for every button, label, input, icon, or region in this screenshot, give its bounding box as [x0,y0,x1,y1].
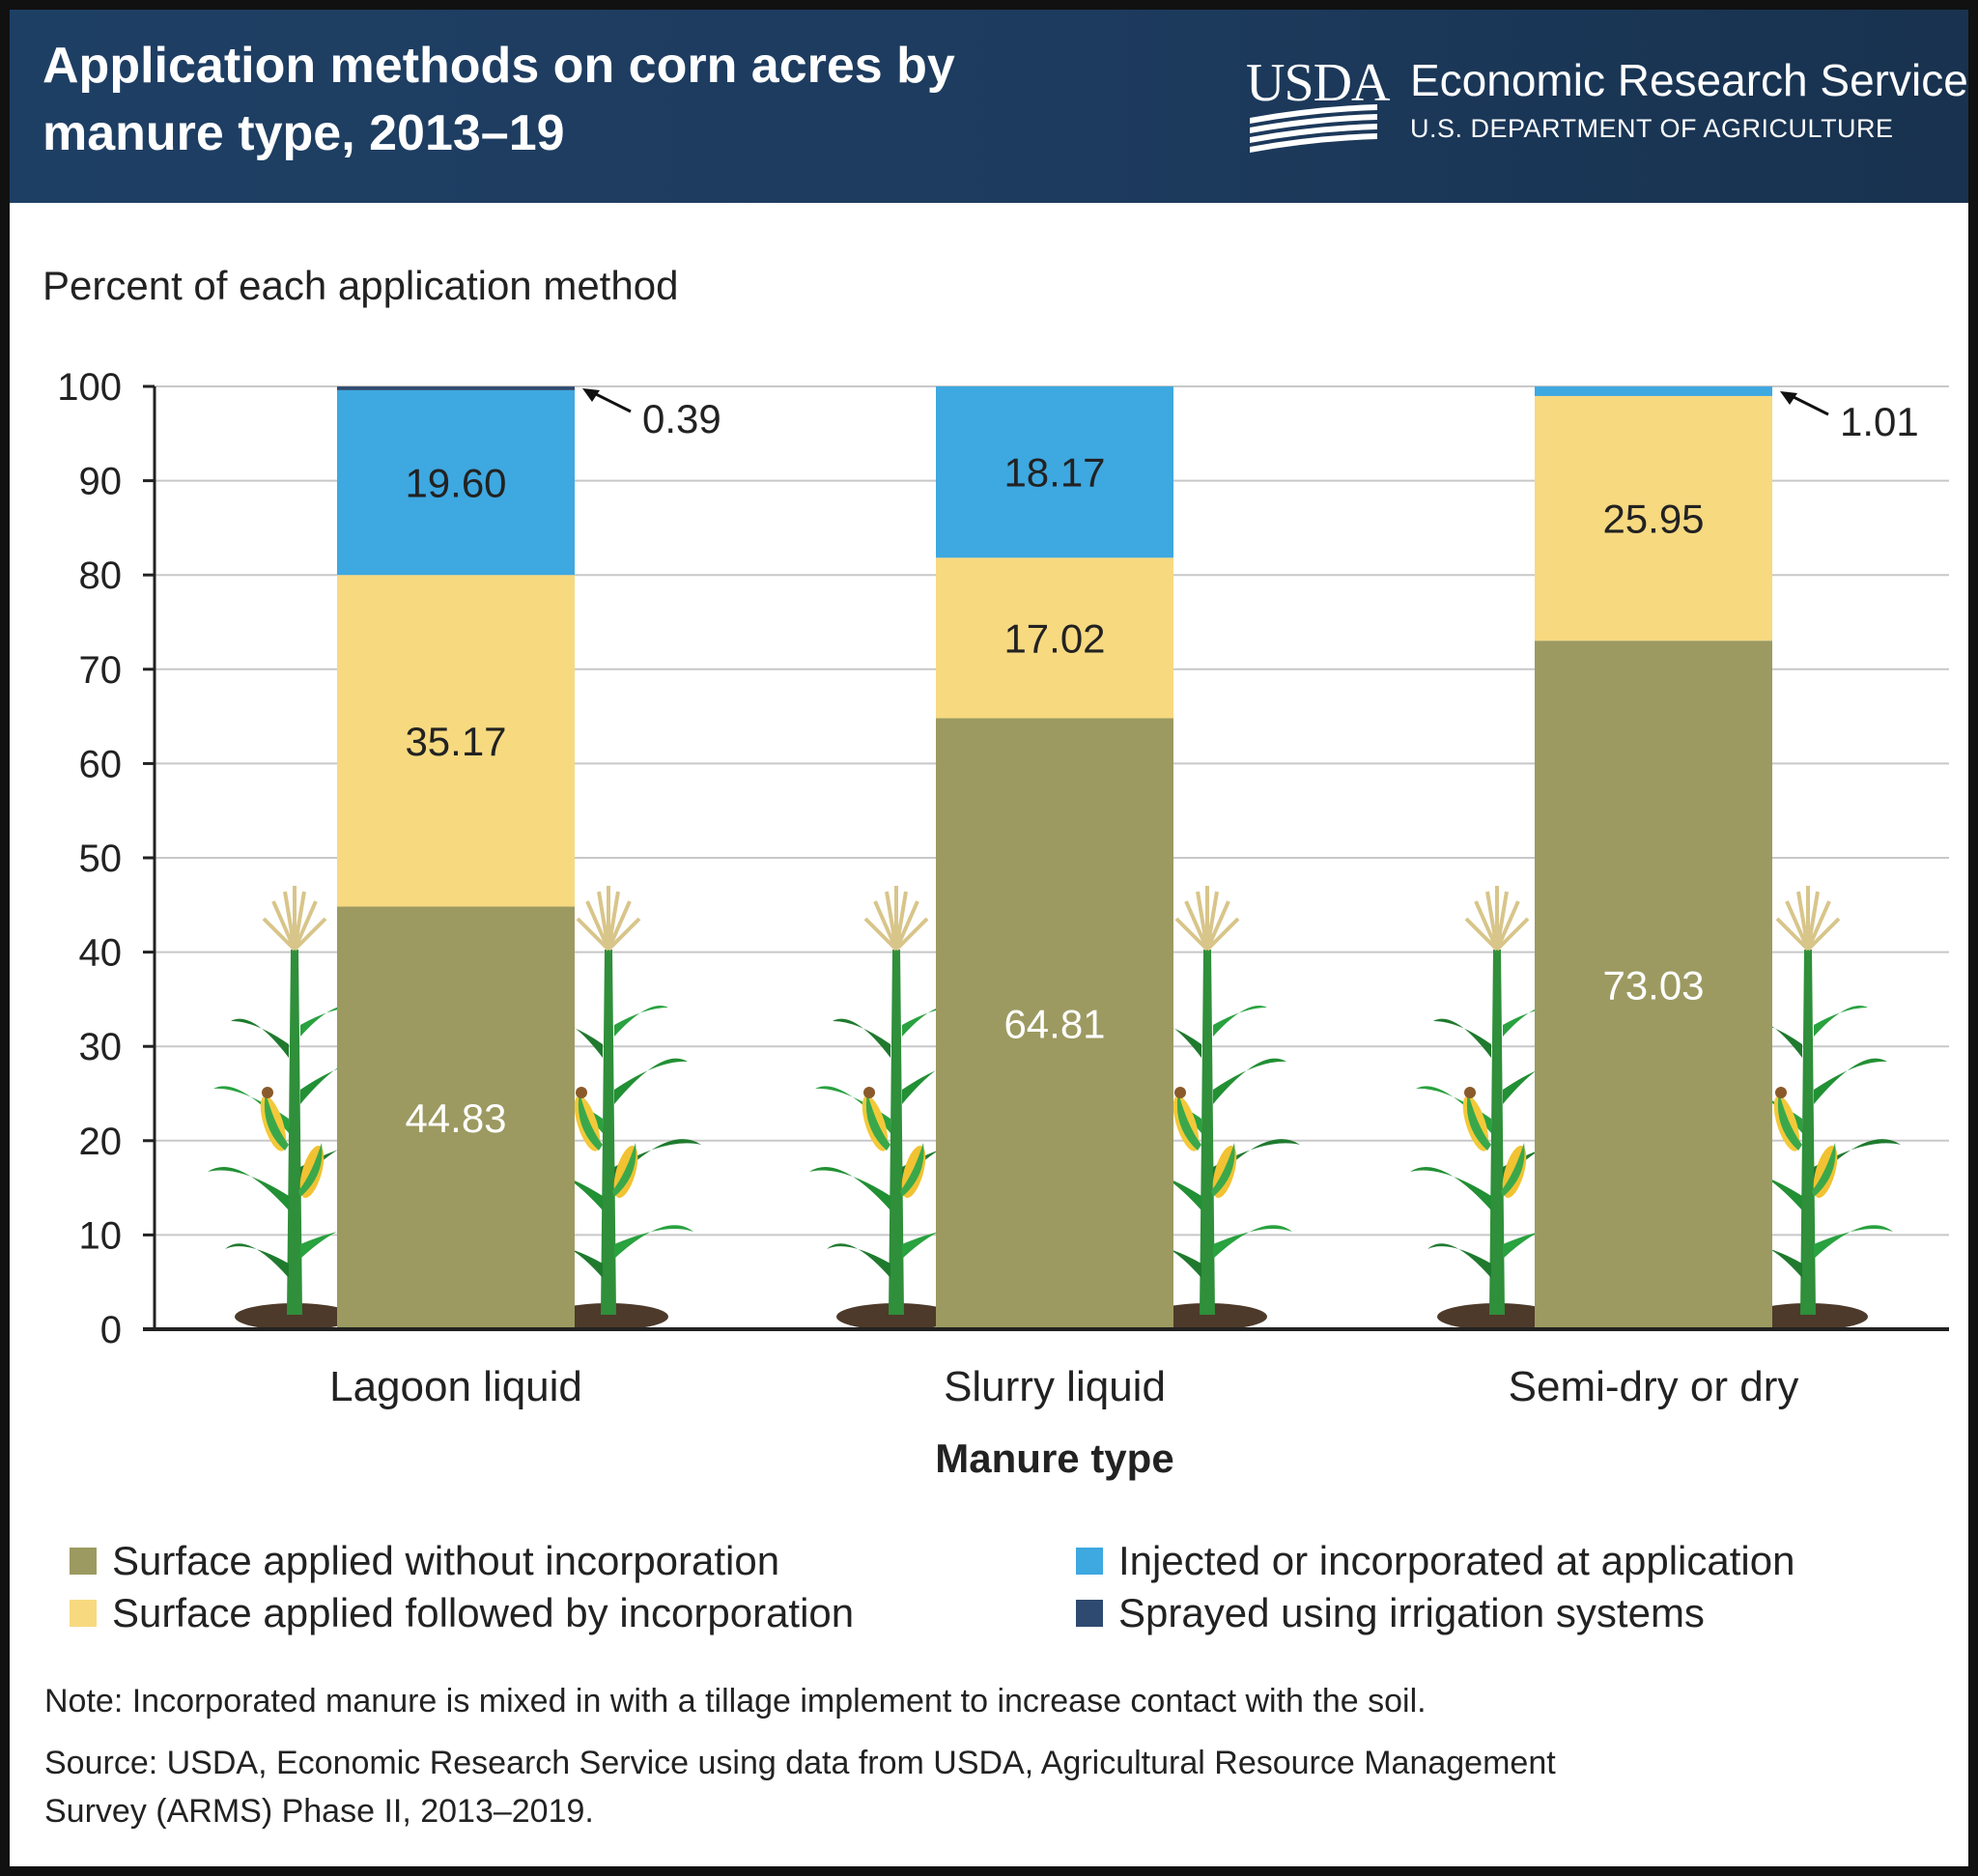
legend-item-surface-no-incorporation: Surface applied without incorporation [70,1538,779,1584]
y-tick-label: 60 [79,743,123,785]
data-label: 1.01 [1840,399,1919,444]
data-label: 25.95 [1602,497,1704,542]
bar-segment [1535,386,1772,396]
bar-segment [337,386,575,390]
chart-area: 0 10 20 30 40 50 60 70 80 90 100 Percent of each a… [42,263,1949,1481]
y-tick-label: 10 [79,1214,123,1257]
bar-segment [337,389,575,576]
agency-department: U.S. DEPARTMENT OF AGRICULTURE [1410,114,1894,143]
y-tick-label: 0 [100,1309,122,1351]
bar-segment [936,557,1173,719]
data-label: 64.81 [1003,1002,1105,1047]
y-tick-label: 90 [79,461,123,503]
bar-segment [337,906,575,1329]
y-axis-title: Percent of each application method [42,263,678,308]
header-banner: Application methods on corn acres by man… [10,10,1968,203]
bar-segment [1535,640,1772,1329]
x-axis-title: Manure type [935,1435,1173,1481]
y-tick-label: 50 [79,838,123,880]
bar-segment [337,575,575,907]
data-label: 19.60 [405,461,506,506]
legend-swatch [70,1600,97,1627]
chart-title-line-1: Application methods on corn acres by [42,38,955,94]
y-tick-label: 30 [79,1026,123,1068]
usda-logo-icon [1250,104,1377,153]
chart-source-line-2: Survey (ARMS) Phase II, 2013–2019. [44,1793,594,1830]
agency-name: Economic Research Service [1410,55,1968,105]
y-tick-label: 80 [79,554,123,597]
x-tick-label: Slurry liquid [944,1363,1166,1410]
bar-segment [936,386,1173,558]
data-label: 73.03 [1602,963,1704,1009]
y-tick-label: 70 [79,649,123,692]
y-tick-label: 40 [79,932,123,975]
data-label: 18.17 [1003,450,1105,496]
chart-title-line-2: manure type, 2013–19 [42,105,565,161]
chart-note: Note: Incorporated manure is mixed in wi… [44,1683,1427,1720]
legend-item-surface-incorporation: Surface applied followed by incorporatio… [70,1590,854,1636]
y-tick-label: 20 [79,1121,123,1163]
data-label: 0.39 [642,396,721,441]
x-tick-label: Semi-dry or dry [1509,1363,1799,1410]
data-label: 17.02 [1003,615,1105,661]
chart-source-line-1: Source: USDA, Economic Research Service … [44,1745,1556,1781]
x-tick-label: Lagoon liquid [329,1363,582,1410]
legend-label: Surface applied without incorporation [112,1538,780,1583]
legend-item-injected: Injected or incorporated at application [1076,1538,1794,1584]
legend-swatch [1076,1600,1103,1627]
legend-swatch [1076,1548,1103,1575]
y-tick-label: 100 [57,366,122,409]
legend-label: Injected or incorporated at application [1118,1538,1795,1583]
bar-segment [936,718,1173,1329]
data-label: 35.17 [405,719,506,764]
legend-label: Surface applied followed by incorporatio… [112,1590,855,1635]
legend-item-sprayed: Sprayed using irrigation systems [1076,1590,1705,1636]
bar-segment [1535,395,1772,641]
callout-arrowhead [1780,391,1797,406]
legend-label: Sprayed using irrigation systems [1118,1590,1705,1635]
usda-logo-text: USDA [1246,53,1390,113]
legend-swatch [70,1548,97,1575]
callout-arrowhead [582,388,600,403]
data-label: 44.83 [405,1095,506,1141]
